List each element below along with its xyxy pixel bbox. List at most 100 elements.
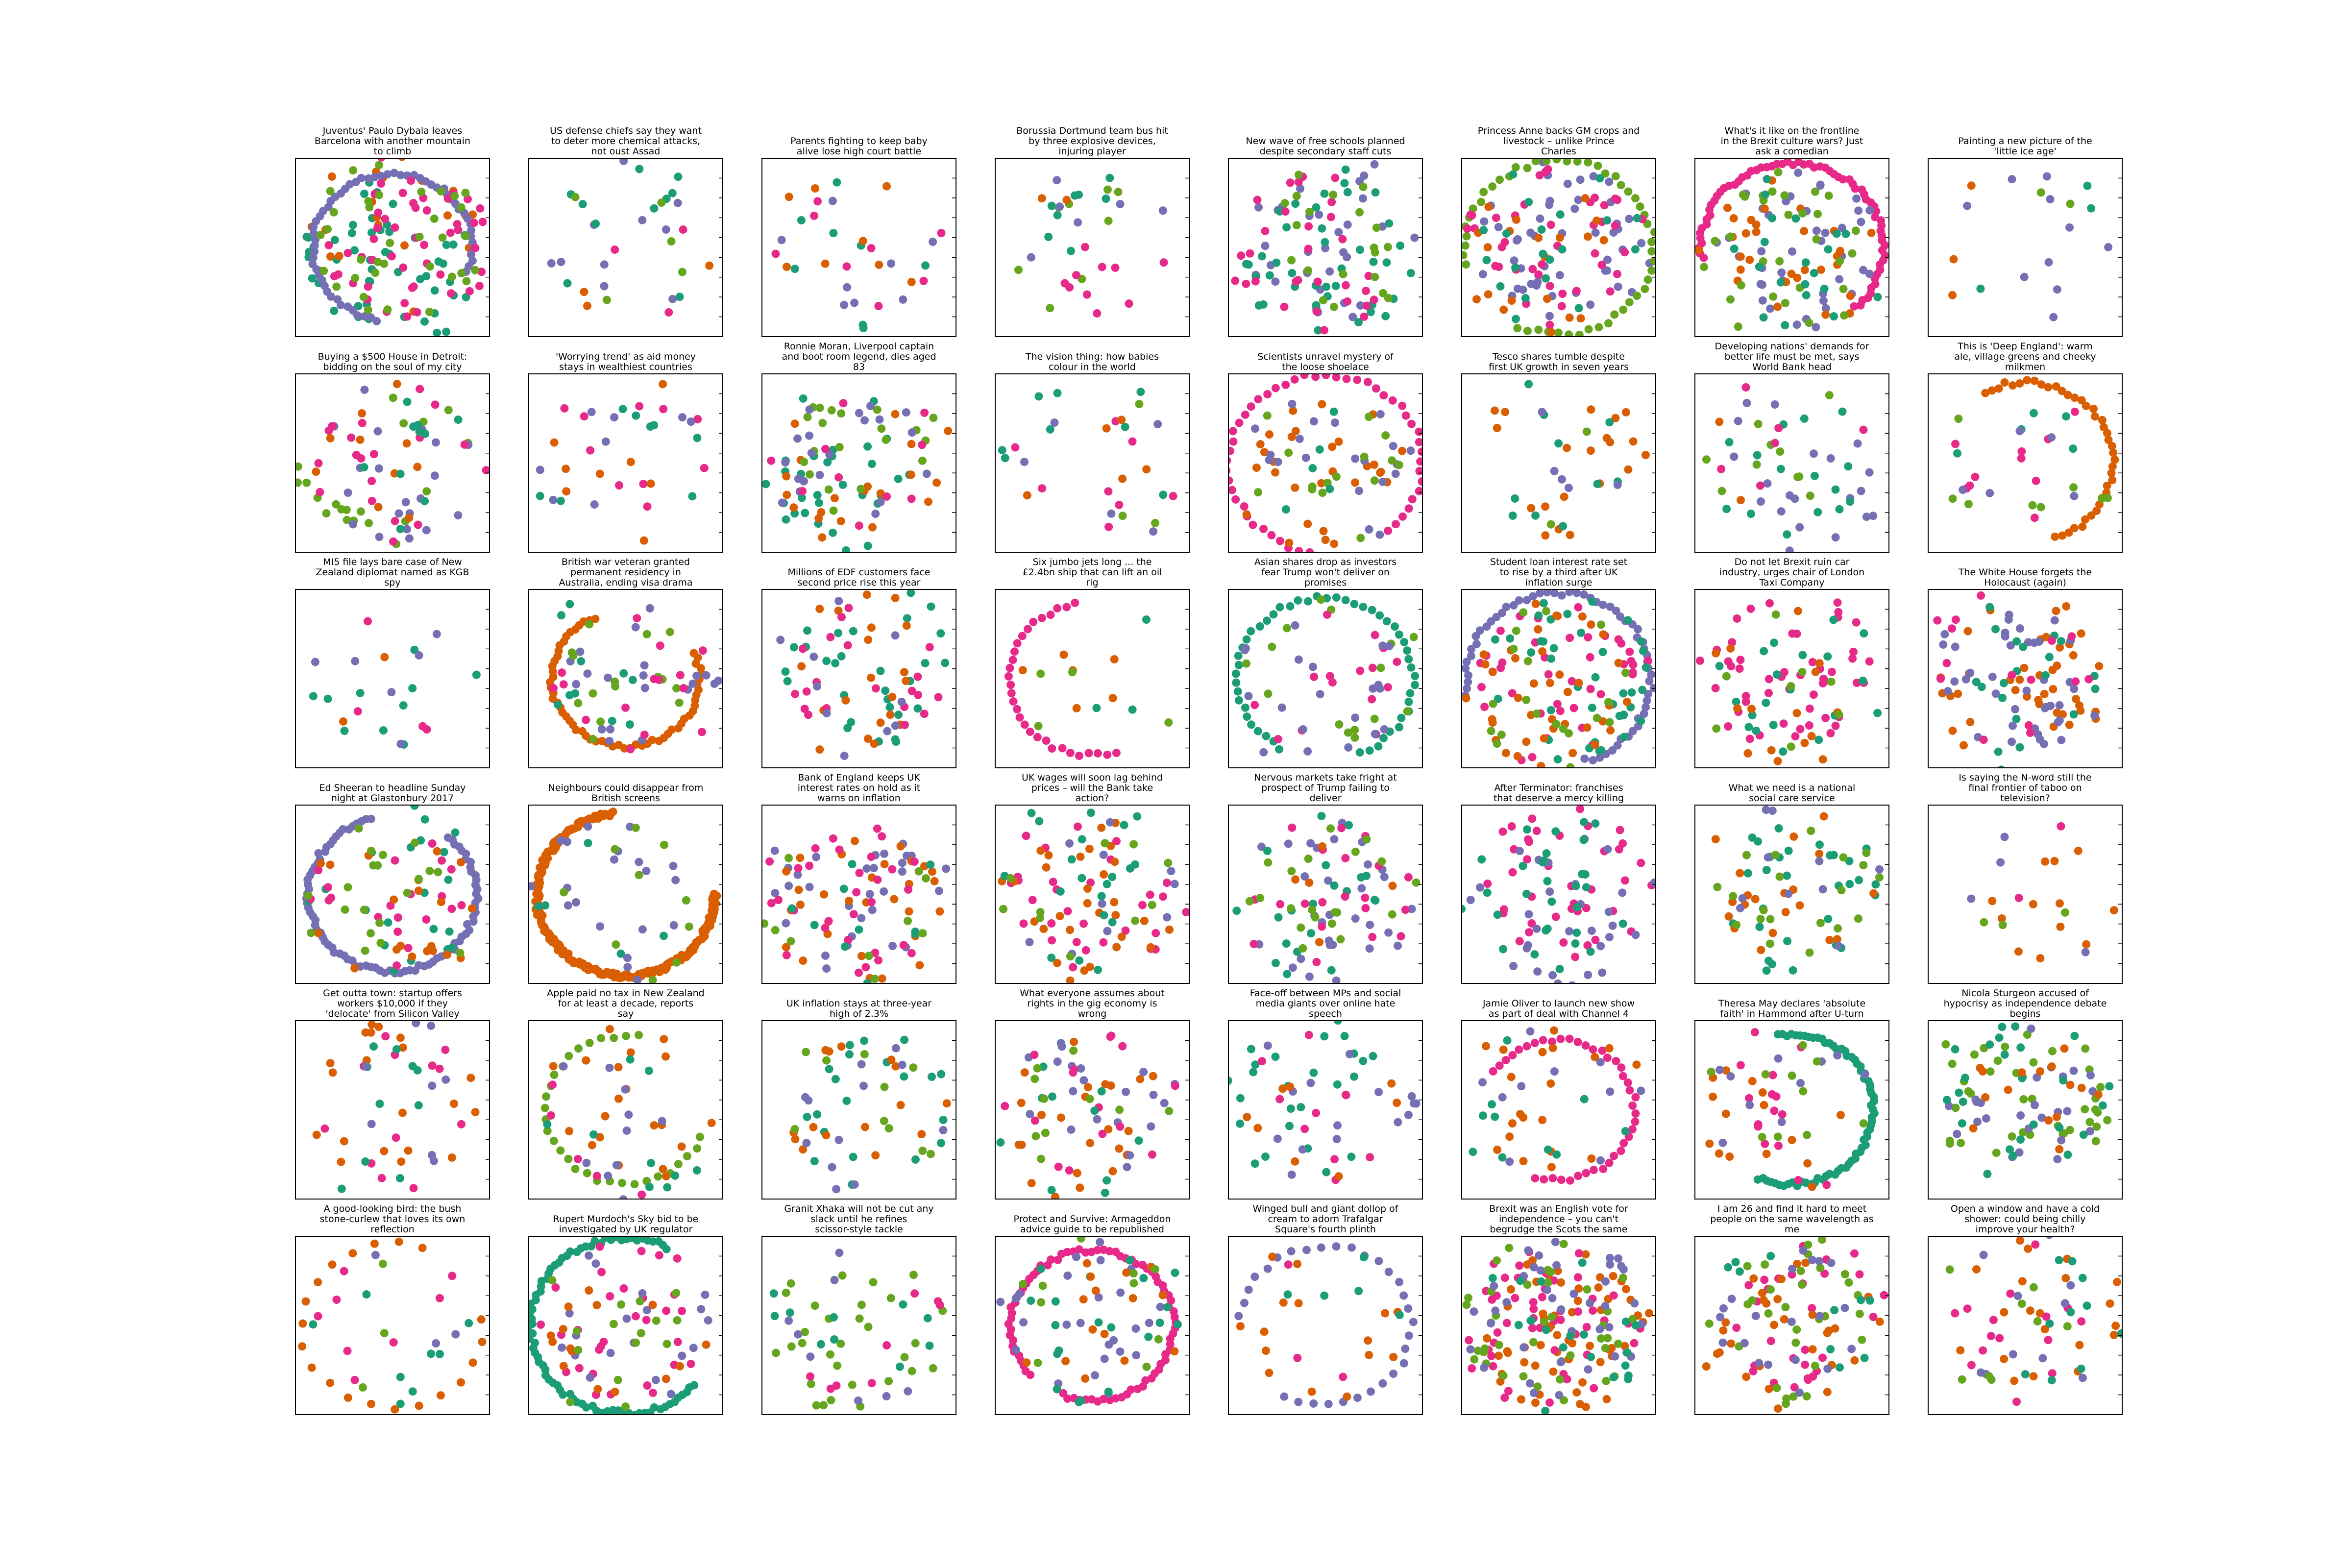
data-point	[465, 1319, 473, 1327]
data-point	[2032, 476, 2040, 485]
data-point	[898, 858, 906, 867]
data-point	[1554, 328, 1563, 337]
data-point	[1544, 1266, 1552, 1274]
data-point	[1781, 299, 1789, 307]
data-point	[1319, 296, 1327, 305]
data-point	[1513, 324, 1522, 333]
data-point	[1240, 502, 1249, 511]
data-point	[920, 408, 929, 417]
data-point	[837, 652, 846, 661]
data-point	[564, 1302, 573, 1311]
data-point	[1587, 927, 1596, 935]
data-point	[867, 673, 876, 682]
data-point	[1384, 928, 1393, 937]
data-point	[899, 295, 907, 304]
data-point	[1548, 1037, 1556, 1046]
data-point	[1574, 679, 1583, 687]
data-point	[1403, 646, 1412, 655]
axes-frame	[1928, 158, 2123, 337]
data-point	[1583, 723, 1592, 732]
data-point	[1374, 681, 1383, 689]
data-point	[1298, 944, 1307, 953]
data-point	[351, 273, 360, 282]
data-point	[904, 885, 912, 894]
data-point	[1294, 171, 1303, 179]
data-point	[913, 704, 922, 713]
data-point	[1479, 226, 1488, 235]
data-point	[1559, 522, 1568, 531]
data-point	[1781, 1303, 1790, 1312]
data-point	[564, 1052, 573, 1060]
data-point	[330, 236, 339, 245]
data-point	[1541, 502, 1549, 511]
data-point	[1232, 906, 1241, 915]
data-point	[1993, 1056, 2002, 1065]
data-point	[1122, 1268, 1131, 1277]
axes-frame	[1461, 373, 1656, 553]
data-point	[1165, 925, 1174, 934]
data-point	[638, 1289, 647, 1298]
data-point	[1987, 386, 1996, 395]
data-point	[1862, 849, 1871, 858]
data-point	[1499, 945, 1507, 954]
data-point	[398, 158, 406, 161]
data-point	[408, 952, 416, 961]
data-point	[1770, 1106, 1779, 1115]
data-point	[1717, 465, 1726, 473]
data-point	[1586, 300, 1595, 309]
data-point	[1490, 406, 1499, 415]
data-point	[1532, 827, 1541, 835]
data-point	[1808, 1255, 1816, 1264]
data-point	[937, 229, 946, 238]
data-point	[1286, 1104, 1295, 1113]
data-point	[2017, 1068, 2026, 1077]
data-point	[1308, 482, 1317, 491]
data-point	[2082, 401, 2090, 410]
data-point	[381, 215, 390, 223]
data-point	[652, 1316, 661, 1325]
data-point	[2087, 204, 2096, 213]
data-point	[1341, 281, 1350, 290]
data-point	[1040, 1094, 1049, 1103]
data-point	[842, 546, 851, 552]
data-point	[820, 890, 829, 899]
data-point	[396, 1372, 405, 1381]
data-point	[1395, 1311, 1404, 1319]
data-point	[1951, 1103, 1960, 1112]
data-point	[391, 223, 399, 232]
data-point	[1954, 415, 1963, 423]
data-point	[907, 1367, 916, 1375]
data-point	[1565, 330, 1573, 337]
data-point	[1755, 1359, 1764, 1368]
data-point	[1472, 295, 1481, 304]
data-point	[828, 196, 837, 205]
data-point	[1044, 232, 1053, 241]
data-point	[326, 187, 335, 196]
data-point	[1228, 476, 1229, 480]
data-point	[557, 611, 565, 620]
data-point	[1599, 1165, 1608, 1174]
data-point	[672, 684, 681, 693]
data-point	[1131, 1324, 1140, 1333]
data-point	[1505, 1132, 1514, 1141]
data-point	[1581, 1250, 1590, 1259]
data-point	[1967, 894, 1976, 903]
data-point	[1768, 187, 1777, 196]
data-point	[1292, 221, 1301, 229]
data-point	[2098, 1101, 2107, 1110]
data-point	[899, 941, 908, 950]
axes-frame	[995, 1236, 1190, 1415]
data-point	[1367, 1387, 1375, 1396]
data-point	[1775, 257, 1784, 266]
data-point	[1792, 709, 1801, 717]
data-point	[1033, 1358, 1042, 1367]
data-point	[1097, 892, 1106, 901]
data-point	[1603, 1054, 1612, 1062]
data-point	[1037, 1111, 1046, 1119]
data-point	[2056, 922, 2065, 931]
data-point	[1326, 213, 1335, 221]
data-point	[884, 1124, 893, 1133]
data-point	[1623, 1078, 1632, 1087]
data-point	[374, 503, 383, 512]
data-point	[942, 864, 951, 873]
